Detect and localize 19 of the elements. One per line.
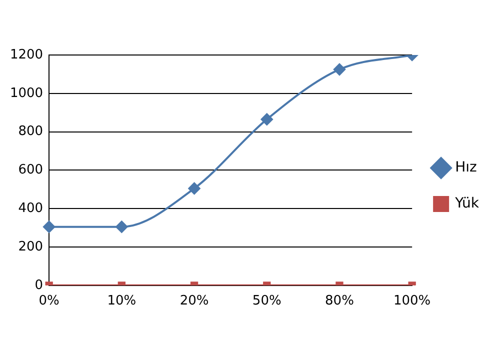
x-tick-label: 50%	[252, 294, 282, 309]
y-tick-label: 1200	[10, 47, 44, 62]
y-tick-label: 1000	[10, 86, 44, 101]
legend-label: Yük	[454, 196, 480, 212]
y-tick-label: 600	[18, 162, 44, 178]
legend-label: Hız	[455, 160, 477, 176]
x-tick-label: 80%	[325, 294, 354, 309]
point	[188, 182, 200, 194]
point	[260, 113, 273, 126]
x-tick-label: 0%	[38, 294, 60, 309]
y-tick-label: 400	[18, 200, 44, 216]
point	[116, 220, 128, 233]
x-tick-label: 20%	[180, 294, 209, 309]
point	[43, 220, 56, 233]
x-tick-label: 10%	[107, 294, 136, 309]
y-tick-label: 800	[18, 124, 44, 140]
x-tick-label: 100%	[393, 294, 431, 309]
y-tick-label: 0	[34, 278, 44, 293]
y-tick-label: 200	[18, 239, 44, 254]
